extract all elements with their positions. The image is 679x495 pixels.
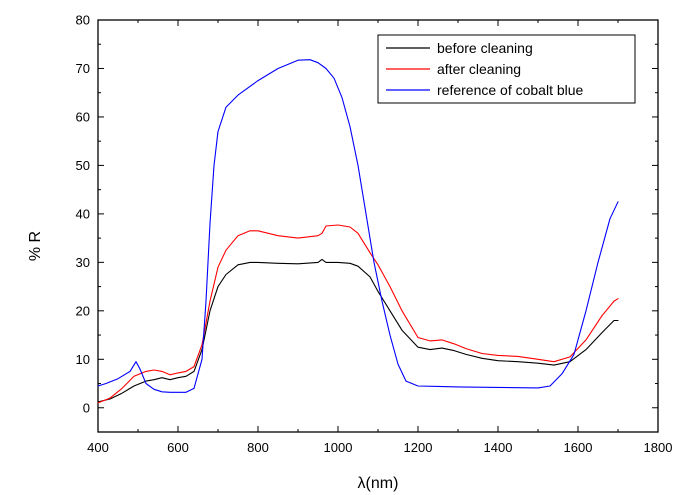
y-tick-label-80: 80 — [76, 13, 90, 28]
x-tick-label-1200: 1200 — [404, 440, 433, 455]
y-tick-label-0: 0 — [83, 400, 90, 415]
series-line-before-cleaning — [97, 258, 619, 403]
x-tick-label-400: 400 — [87, 440, 109, 455]
legend-label-reference-of-cobalt-blue: reference of cobalt blue — [437, 82, 584, 98]
y-tick-label-30: 30 — [76, 255, 90, 270]
legend-label-after-cleaning: after cleaning — [437, 61, 521, 77]
y-axis-title: % R — [27, 231, 44, 261]
x-tick-label-1800: 1800 — [644, 440, 673, 455]
series-line-after-cleaning — [97, 224, 619, 404]
y-tick-label-20: 20 — [76, 303, 90, 318]
x-tick-label-1400: 1400 — [484, 440, 513, 455]
legend-label-before-cleaning: before cleaning — [437, 40, 533, 56]
y-tick-label-50: 50 — [76, 158, 90, 173]
series-layer — [97, 59, 619, 404]
x-tick-label-800: 800 — [247, 440, 269, 455]
legend-items: before cleaning after cleaning reference o… — [386, 40, 584, 98]
legend: before cleaning after cleaning reference o… — [377, 34, 636, 104]
y-tick-label-40: 40 — [76, 206, 90, 221]
x-tick-label-1600: 1600 — [564, 440, 593, 455]
x-axis: 400 600 800 1000 1200 1400 1600 1800 — [87, 20, 672, 455]
x-tick-label-600: 600 — [167, 440, 189, 455]
x-axis-title: λ(nm) — [358, 475, 399, 492]
y-axis: 0 10 20 30 40 50 60 70 80 — [76, 13, 658, 433]
y-tick-label-60: 60 — [76, 109, 90, 124]
y-tick-label-10: 10 — [76, 352, 90, 367]
x-tick-label-1000: 1000 — [324, 440, 353, 455]
y-tick-label-70: 70 — [76, 61, 90, 76]
series-line-reference-of-cobalt-blue — [97, 59, 619, 393]
